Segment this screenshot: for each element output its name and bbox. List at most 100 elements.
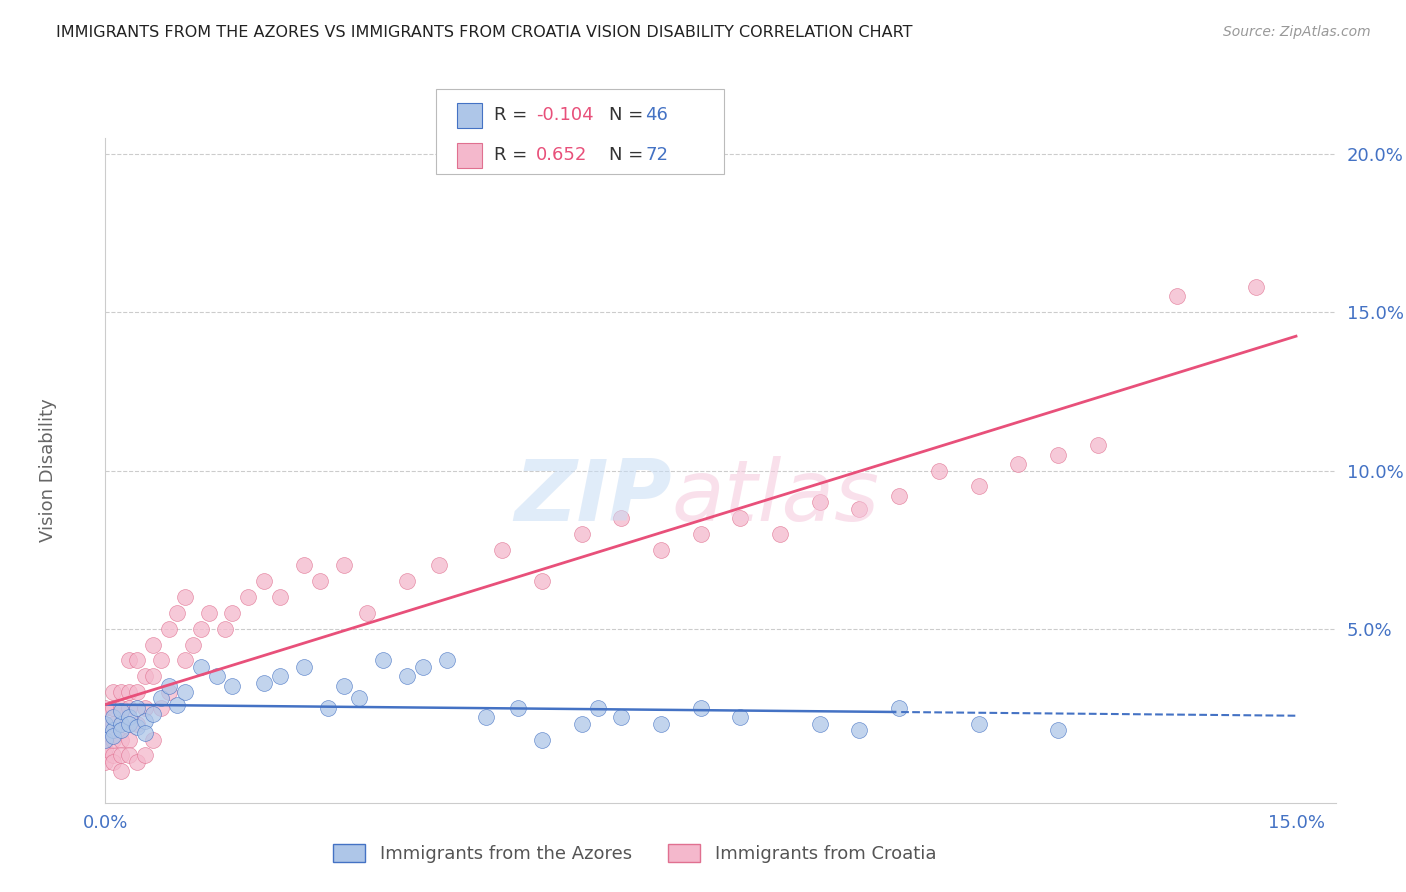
Point (134, 701, 156, 715)
Text: R =: R = (494, 146, 533, 164)
Point (110, 723, 132, 737)
Point (110, 716, 132, 731)
Point (269, 590, 291, 604)
Point (157, 622, 180, 636)
Text: 0.652: 0.652 (536, 146, 588, 164)
Point (173, 653, 195, 667)
Point (730, 710, 752, 724)
Point (157, 679, 180, 693)
Point (269, 669, 291, 683)
Point (571, 716, 593, 731)
Point (308, 574, 330, 589)
Point (1166, 289, 1188, 303)
Point (610, 710, 633, 724)
Text: atlas: atlas (672, 456, 879, 539)
Text: R =: R = (494, 106, 533, 124)
Point (689, 526, 711, 541)
Point (110, 685, 132, 699)
Point (730, 511, 752, 525)
Text: N =: N = (609, 106, 648, 124)
Point (190, 622, 212, 636)
Point (197, 606, 219, 620)
Point (103, 723, 125, 737)
Point (848, 723, 870, 737)
Point (134, 726, 156, 740)
Point (808, 495, 831, 509)
Point (967, 716, 990, 731)
Point (1046, 723, 1069, 737)
Point (110, 704, 132, 718)
Point (650, 716, 672, 731)
Point (94, 755, 117, 769)
Y-axis label: Vision Disability: Vision Disability (39, 399, 56, 542)
Point (238, 590, 260, 604)
Point (292, 659, 315, 673)
Point (103, 732, 125, 747)
Point (118, 716, 141, 731)
Text: -0.104: -0.104 (536, 106, 593, 124)
Point (94, 732, 117, 747)
Point (848, 501, 870, 516)
Point (94, 748, 117, 763)
Point (142, 669, 165, 683)
Point (127, 720, 149, 734)
Point (157, 685, 180, 699)
Point (127, 755, 149, 769)
Legend: Immigrants from the Azores, Immigrants from Croatia: Immigrants from the Azores, Immigrants f… (325, 837, 943, 871)
Point (332, 679, 354, 693)
Point (103, 710, 125, 724)
Point (94, 716, 117, 731)
Point (127, 685, 149, 699)
Point (110, 748, 132, 763)
Point (205, 669, 228, 683)
Point (118, 710, 141, 724)
Point (142, 732, 165, 747)
Point (889, 701, 911, 715)
Point (118, 748, 141, 763)
Point (134, 748, 156, 763)
Point (150, 691, 173, 706)
Point (571, 526, 593, 541)
Point (110, 764, 132, 779)
Point (110, 716, 132, 731)
Point (253, 574, 276, 589)
Point (103, 755, 125, 769)
Point (508, 701, 530, 715)
Point (292, 558, 315, 573)
Point (689, 701, 711, 715)
Text: N =: N = (609, 146, 648, 164)
Point (118, 653, 141, 667)
Point (110, 701, 132, 715)
Text: 72: 72 (645, 146, 668, 164)
Point (889, 489, 911, 503)
Point (190, 659, 212, 673)
Point (1007, 457, 1029, 471)
Point (173, 685, 195, 699)
Text: IMMIGRANTS FROM THE AZORES VS IMMIGRANTS FROM CROATIA VISION DISABILITY CORRELAT: IMMIGRANTS FROM THE AZORES VS IMMIGRANTS… (56, 25, 912, 40)
Point (475, 710, 498, 724)
Point (127, 716, 149, 731)
Point (356, 606, 378, 620)
Point (118, 685, 141, 699)
Point (396, 574, 419, 589)
Point (134, 669, 156, 683)
Point (166, 606, 188, 620)
Text: ZIP: ZIP (513, 456, 672, 539)
Point (94, 732, 117, 747)
Point (118, 701, 141, 715)
Point (491, 542, 513, 557)
Point (214, 622, 236, 636)
Point (1246, 280, 1268, 294)
Point (110, 732, 132, 747)
Point (650, 542, 672, 557)
Point (530, 732, 553, 747)
Point (118, 732, 141, 747)
Point (396, 669, 419, 683)
Point (530, 574, 553, 589)
Point (769, 526, 792, 541)
Point (150, 653, 173, 667)
Point (103, 748, 125, 763)
Point (610, 511, 633, 525)
Point (173, 590, 195, 604)
Point (373, 653, 395, 667)
